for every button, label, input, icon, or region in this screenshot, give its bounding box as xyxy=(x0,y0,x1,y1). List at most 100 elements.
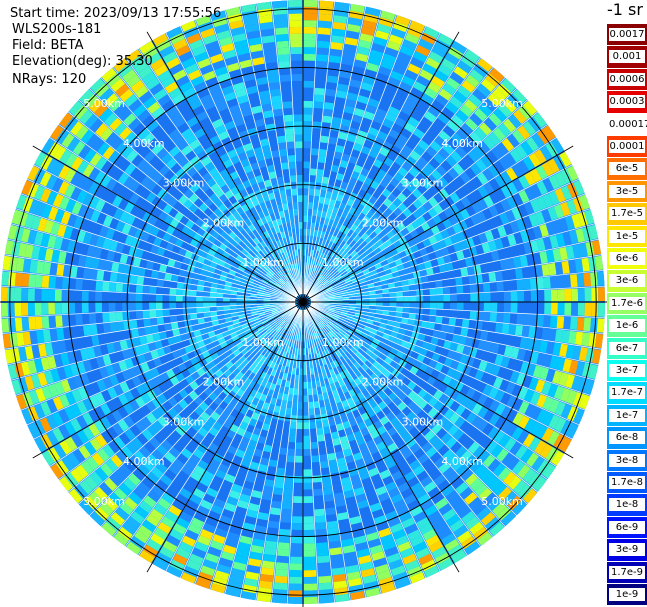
range-gate xyxy=(54,289,62,302)
range-gate xyxy=(324,432,332,441)
range-gate xyxy=(339,316,347,321)
range-gate xyxy=(181,535,196,547)
range-gate xyxy=(283,107,293,116)
range-gate xyxy=(271,321,278,327)
range-gate xyxy=(112,423,124,436)
range-gate xyxy=(528,436,541,452)
range-gate xyxy=(285,380,291,388)
range-gate xyxy=(317,562,331,570)
range-gate xyxy=(435,497,449,510)
range-gate xyxy=(137,267,146,277)
range-gate xyxy=(194,218,204,227)
range-gate xyxy=(114,468,127,482)
range-gate xyxy=(21,273,30,287)
range-gate xyxy=(388,487,400,498)
range-gate xyxy=(501,452,515,467)
range-gate xyxy=(332,315,340,320)
range-gate xyxy=(1,287,9,302)
range-gate xyxy=(21,317,30,331)
range-gate xyxy=(359,355,368,364)
range-gate xyxy=(199,476,212,487)
range-gate xyxy=(14,302,22,317)
range-gate xyxy=(124,163,136,176)
range-gate xyxy=(276,271,283,278)
range-gate xyxy=(160,256,170,266)
range-gate xyxy=(590,318,598,332)
range-gate xyxy=(218,279,226,286)
range-gate xyxy=(101,202,112,215)
range-gate xyxy=(409,572,425,584)
range-gate xyxy=(142,285,150,294)
range-gate xyxy=(159,546,175,559)
range-gate xyxy=(21,408,33,424)
range-gate xyxy=(258,285,266,290)
range-gate xyxy=(344,489,355,499)
range-gate xyxy=(429,469,442,481)
range-gate xyxy=(270,143,279,152)
range-gate xyxy=(270,369,277,377)
range-gate xyxy=(481,351,491,362)
range-gate xyxy=(308,401,314,409)
range-gate xyxy=(249,461,260,471)
range-gate xyxy=(542,396,554,411)
range-gate xyxy=(272,312,280,317)
range-gate xyxy=(183,405,194,416)
range-gate xyxy=(274,20,288,29)
range-gate xyxy=(143,352,153,362)
range-gate xyxy=(61,290,69,302)
range-gate xyxy=(113,341,122,352)
range-gate xyxy=(303,121,312,129)
range-gate xyxy=(290,175,297,183)
range-gate xyxy=(166,225,176,235)
range-gate xyxy=(91,258,100,269)
range-gate xyxy=(308,201,314,210)
range-gate xyxy=(37,217,48,232)
range-gate xyxy=(203,338,212,346)
range-gate xyxy=(214,268,222,275)
range-gate xyxy=(333,352,340,360)
range-gate xyxy=(298,388,303,396)
range-gate xyxy=(334,444,343,453)
range-gate xyxy=(89,471,103,486)
range-gate xyxy=(313,401,320,409)
range-gate xyxy=(250,544,264,554)
range-gate xyxy=(296,168,303,176)
range-gate xyxy=(266,285,273,291)
range-gate xyxy=(464,541,480,555)
range-gate xyxy=(212,475,224,486)
range-gate xyxy=(263,547,277,556)
range-gate xyxy=(195,335,204,343)
range-gate xyxy=(231,483,243,494)
range-gate xyxy=(352,480,363,490)
range-gate xyxy=(131,266,140,276)
range-gate xyxy=(326,149,335,158)
range-gate xyxy=(397,382,407,392)
range-gate xyxy=(559,436,572,453)
range-gate xyxy=(360,427,370,437)
range-gate xyxy=(576,317,585,331)
range-gate xyxy=(303,195,309,202)
range-gate xyxy=(488,352,498,364)
range-gate xyxy=(144,150,156,163)
range-gate xyxy=(438,444,450,456)
range-gate xyxy=(72,141,86,156)
range-gate xyxy=(269,320,277,326)
range-gate xyxy=(300,348,303,356)
range-gate xyxy=(311,340,315,348)
range-gate xyxy=(186,426,198,438)
range-gate xyxy=(119,340,129,350)
range-gate xyxy=(163,423,175,435)
range-gate xyxy=(294,121,303,129)
range-gate xyxy=(273,324,280,330)
range-gate xyxy=(95,199,106,212)
range-gate xyxy=(327,143,336,152)
range-gate xyxy=(274,340,280,348)
range-gate xyxy=(507,358,517,370)
range-gate xyxy=(139,335,148,345)
range-gate xyxy=(365,489,377,500)
range-gate xyxy=(155,294,163,302)
range-gate xyxy=(211,340,220,348)
range-gate xyxy=(281,344,287,352)
range-gate xyxy=(313,317,319,324)
range-gate xyxy=(238,240,247,249)
